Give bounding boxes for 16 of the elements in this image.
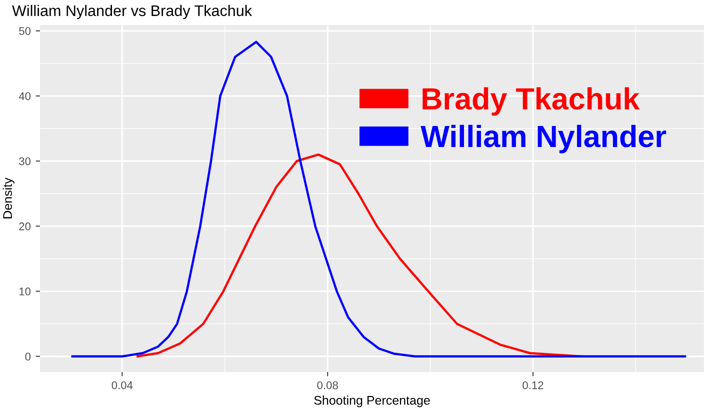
x-tick-label: 0.04 bbox=[112, 381, 133, 390]
y-tick-label: 0 bbox=[25, 352, 31, 361]
legend-label: William Nylander bbox=[420, 124, 666, 154]
y-tick-label: 40 bbox=[18, 92, 31, 100]
y-tick-label: 50 bbox=[19, 27, 31, 35]
x-axis-title: Shooting Percentage bbox=[314, 396, 430, 408]
y-tick-label: 20 bbox=[19, 222, 31, 230]
y-axis-title: Density bbox=[2, 178, 14, 218]
legend-label: Brady Tkachuk bbox=[422, 87, 640, 116]
line-series bbox=[136, 153, 583, 358]
x-tick-label: 0.12 bbox=[522, 381, 544, 390]
chart-title: William Nylander vs Brady Tkachuk bbox=[12, 4, 252, 20]
x-tick-label: 0.08 bbox=[317, 381, 338, 390]
line-series bbox=[71, 40, 686, 358]
y-tick-label: 10 bbox=[19, 288, 31, 296]
y-tick-label: 30 bbox=[19, 157, 31, 166]
